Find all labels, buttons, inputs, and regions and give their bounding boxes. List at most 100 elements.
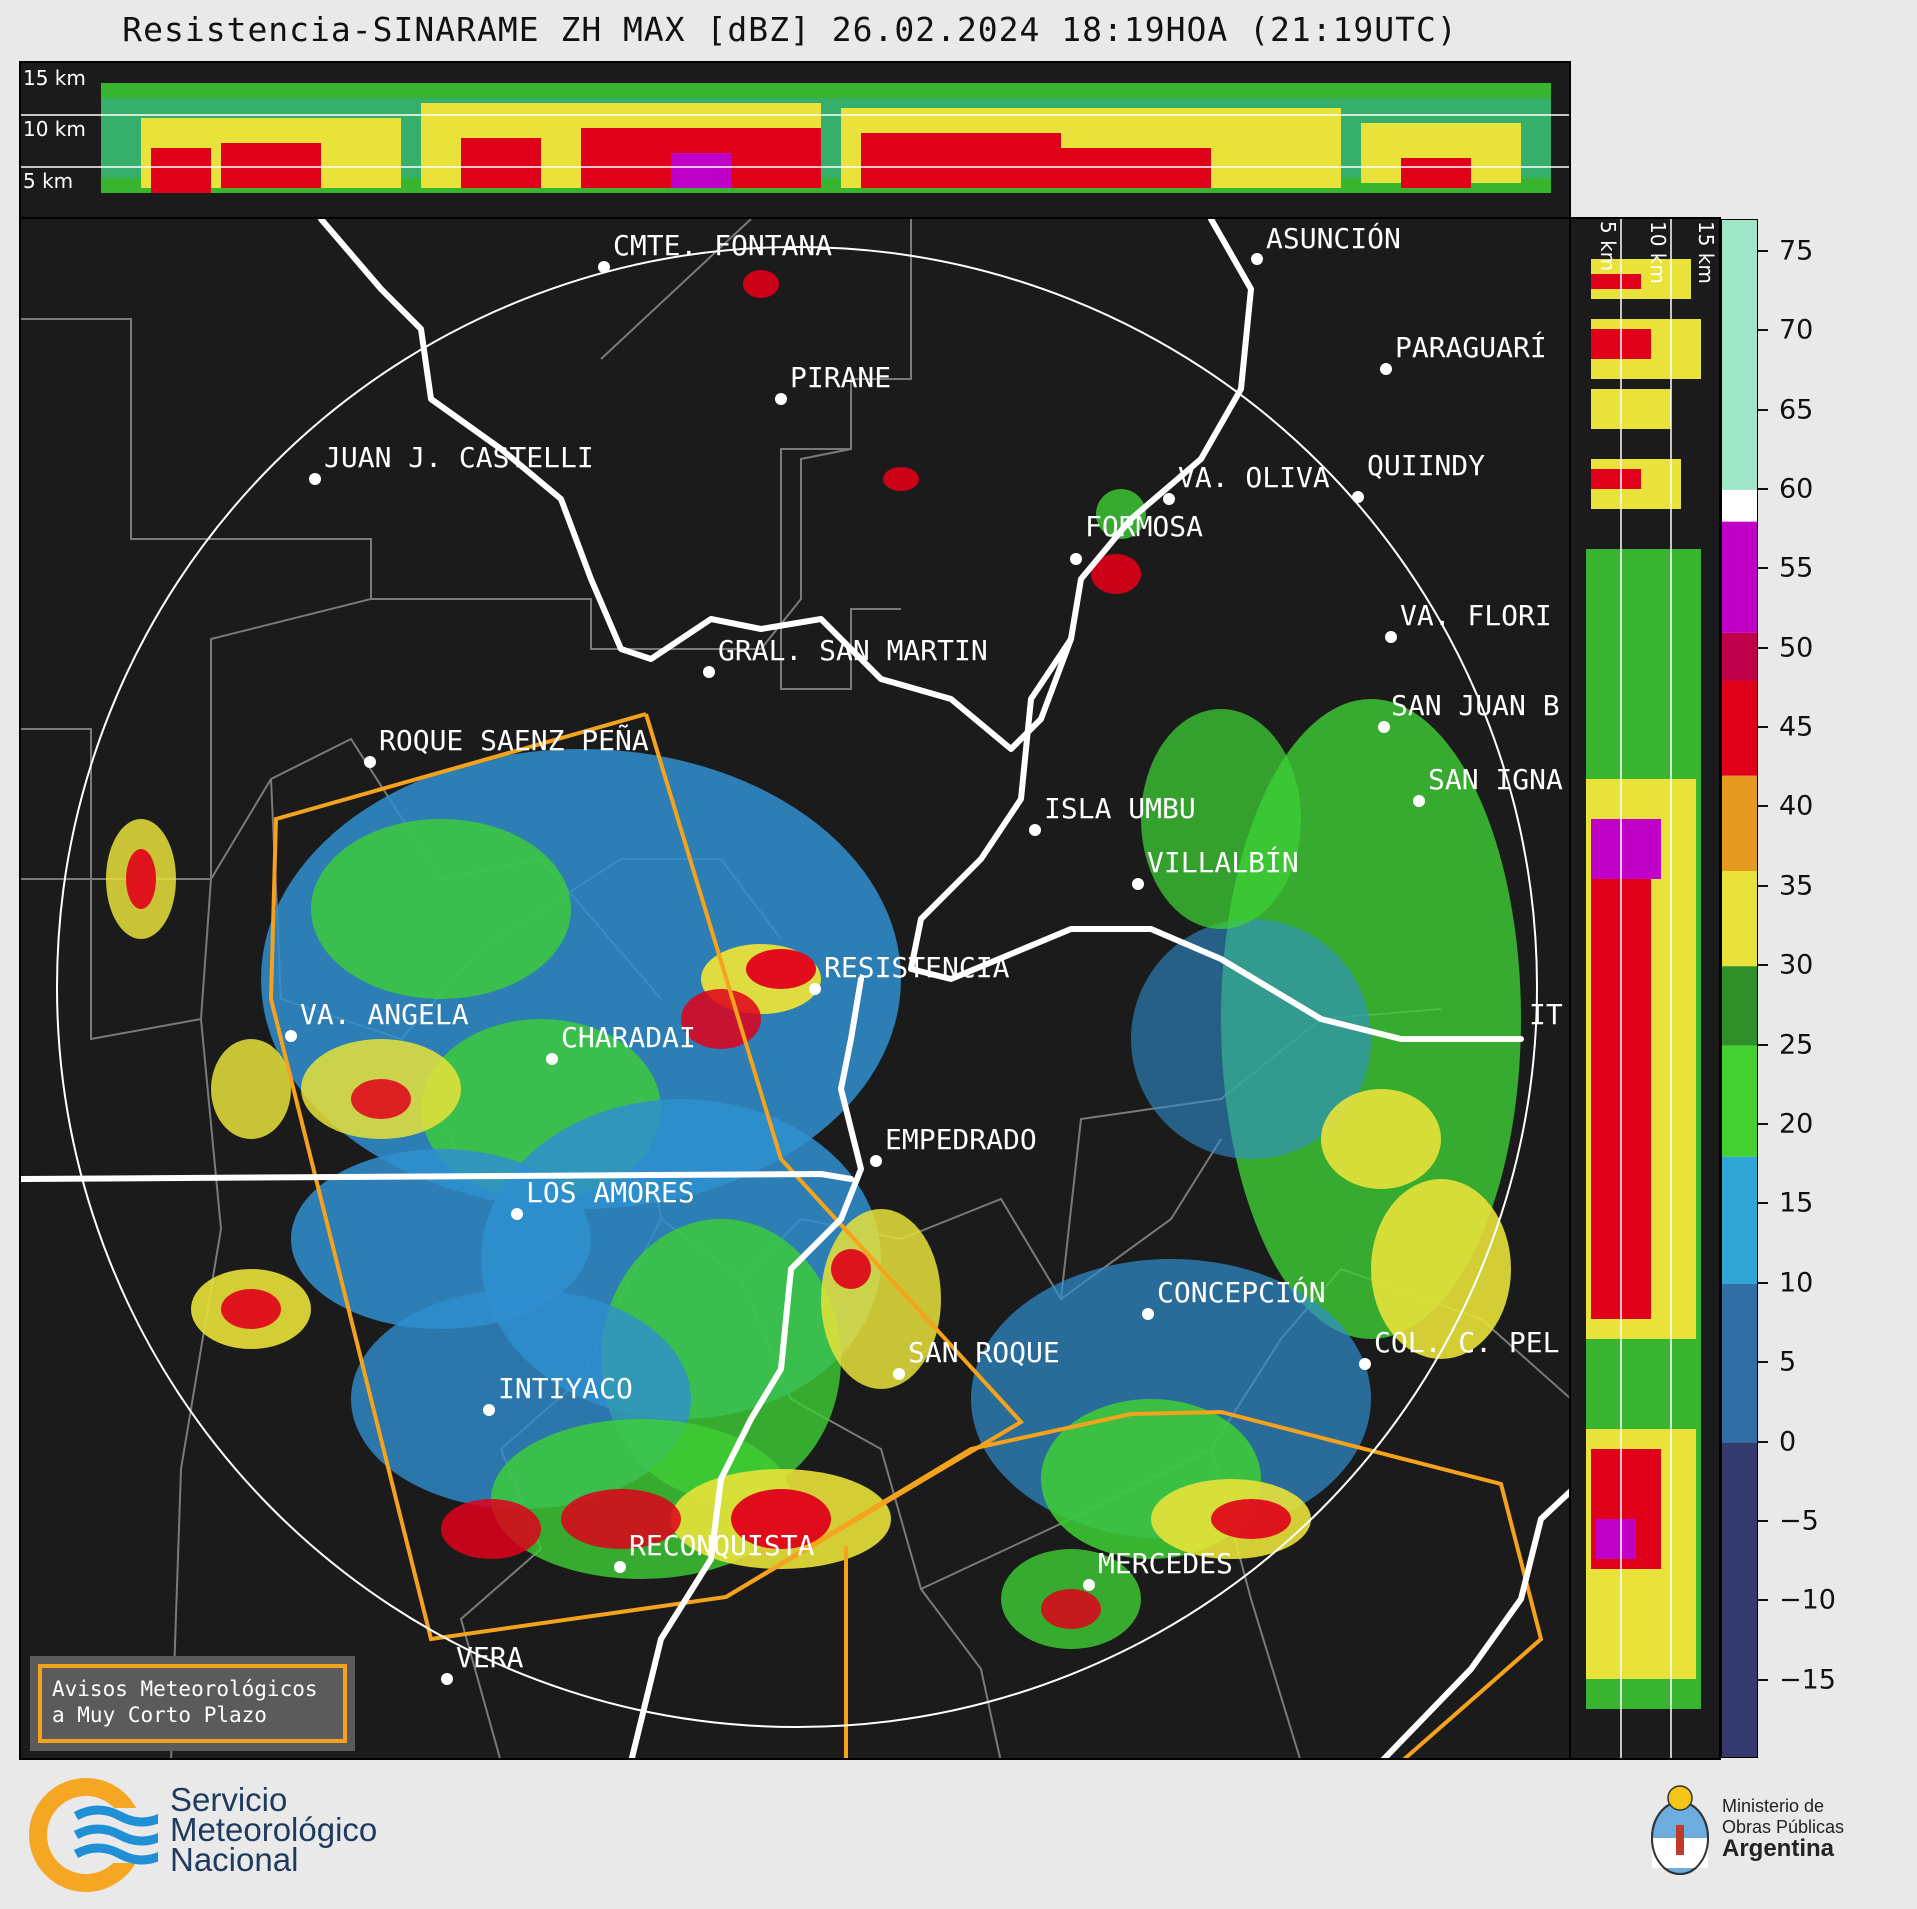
city-resistencia: RESISTENCIA	[824, 951, 1010, 984]
colorbar-tick-label: −10	[1779, 1584, 1836, 1616]
colorbar-tick-label: 20	[1779, 1108, 1814, 1140]
city-isla-umbu: ISLA UMBU	[1044, 792, 1196, 825]
colorbar-tick-mark	[1758, 249, 1768, 252]
colorbar-tick-label: 70	[1779, 314, 1814, 346]
warning-notice-frame: Avisos Meteorológicos a Muy Corto Plazo	[38, 1664, 347, 1743]
colorbar-tick-mark	[1758, 567, 1768, 570]
colorbar-band-0	[1722, 220, 1757, 490]
city-gral-san-martin: GRAL. SAN MARTIN	[718, 634, 988, 667]
colorbar-band-3	[1722, 632, 1757, 681]
warning-notice-line1: Avisos Meteorológicos	[52, 1677, 318, 1701]
vertical-echo-band	[1586, 259, 1701, 1709]
colorbar-tick-mark	[1758, 646, 1768, 649]
city-markers	[285, 253, 1425, 1685]
vertical-cross-section-svg: 5 km 10 km 15 km	[1586, 219, 1718, 1758]
colorbar-tick-label: 55	[1779, 552, 1814, 584]
altitude-label-10km: 10 km	[23, 117, 86, 141]
ministry-line3: Argentina	[1722, 1835, 1835, 1862]
city-roque-saenz-pena: ROQUE SAENZ PEÑA	[379, 723, 649, 757]
warning-notice-box: Avisos Meteorológicos a Muy Corto Plazo	[30, 1656, 355, 1751]
city-los-amores: LOS AMORES	[526, 1176, 695, 1209]
city-cmte-fontana: CMTE. FONTANA	[613, 229, 832, 262]
city-concepcion: CONCEPCIÓN	[1157, 1275, 1326, 1309]
colorbar-band-8	[1722, 1045, 1757, 1157]
smn-wordmark: Servicio Meteorológico Nacional	[170, 1781, 378, 1878]
altitude-label-15km: 15 km	[23, 66, 86, 90]
colorbar-band-4	[1722, 680, 1757, 776]
city-it: IT	[1529, 998, 1563, 1031]
colorbar-tick-mark	[1758, 1043, 1768, 1046]
colorbar-tick-label: 60	[1779, 473, 1814, 505]
colorbar-tick-mark	[1758, 408, 1768, 411]
city-empedrado: EMPEDRADO	[885, 1123, 1037, 1156]
vertical-cross-section-panel: 5 km 10 km 15 km	[1569, 217, 1721, 1760]
colorbar-tick-mark	[1758, 1123, 1768, 1126]
colorbar-tick-label: −5	[1779, 1505, 1819, 1537]
colorbar-band-6	[1722, 871, 1757, 967]
colorbar-tick-label: 25	[1779, 1029, 1814, 1061]
city-intiyaco: INTIYACO	[498, 1372, 633, 1405]
map-title: Resistencia-SINARAME ZH MAX [dBZ] 26.02.…	[122, 10, 1458, 49]
ministry-line1: Ministerio de	[1722, 1796, 1825, 1816]
dbz-colorbar-svg	[1722, 220, 1757, 1757]
city-villalbin: VILLALBÍN	[1147, 845, 1299, 879]
colorbar-tick-label: 50	[1779, 632, 1814, 664]
city-juan-j-castelli: JUAN J. CASTELLI	[324, 441, 594, 474]
colorbar-tick-mark	[1758, 1361, 1768, 1364]
horizontal-cross-section-panel: 15 km 10 km 5 km	[19, 61, 1571, 219]
colorbar-tick-mark	[1758, 1202, 1768, 1205]
city-san-igna: SAN IGNA	[1428, 763, 1563, 796]
colorbar-tick-mark	[1758, 329, 1768, 332]
city-mercedes: MERCEDES	[1098, 1547, 1233, 1580]
city-va-oliva: VA. OLIVA	[1178, 461, 1330, 494]
colorbar-band-9	[1722, 1156, 1757, 1284]
colorbar-tick-label: 0	[1779, 1426, 1797, 1458]
colorbar-tick-mark	[1758, 1520, 1768, 1522]
vertical-altitude-label-15km: 15 km	[1694, 221, 1718, 284]
warning-notice-line2: a Muy Corto Plazo	[52, 1703, 267, 1727]
city-quiindy: QUIINDY	[1367, 449, 1485, 482]
smn-line1: Servicio	[170, 1781, 288, 1818]
colorbar-band-5	[1722, 775, 1757, 872]
colorbar-tick-mark	[1758, 487, 1768, 490]
colorbar-band-2	[1722, 521, 1757, 633]
colorbar-tick-mark	[1758, 805, 1768, 808]
colorbar-tick-label: 5	[1779, 1346, 1797, 1378]
colorbar-tick-label: 40	[1779, 790, 1814, 822]
colorbar-tick-label: 10	[1779, 1267, 1814, 1299]
colorbar-tick-mark	[1758, 1599, 1768, 1602]
colorbar-tick-mark	[1758, 964, 1768, 967]
radar-echoes	[106, 270, 1521, 1649]
vertical-altitude-label-10km: 10 km	[1646, 221, 1670, 284]
smn-logo-icon	[29, 1778, 158, 1892]
colorbar-tick-label: −15	[1779, 1664, 1836, 1696]
ministry-line2: Obras Públicas	[1722, 1817, 1845, 1837]
colorbar-tick-label: 65	[1779, 394, 1814, 426]
colorbar-tick-label: 75	[1779, 235, 1814, 267]
dbz-colorbar	[1721, 219, 1758, 1758]
city-va-flori: VA. FLORI	[1400, 599, 1552, 632]
colorbar-tick-mark	[1758, 1678, 1768, 1681]
colorbar-tick-mark	[1758, 726, 1768, 729]
range-ring	[56, 246, 1538, 1728]
horizontal-echo-band	[101, 83, 1551, 193]
city-asuncion: ASUNCIÓN	[1266, 221, 1401, 255]
colorbar-tick-mark	[1758, 884, 1768, 887]
colorbar-band-10	[1722, 1283, 1757, 1443]
horizontal-cross-section-svg: 15 km 10 km 5 km	[21, 66, 1569, 193]
smn-line3: Nacional	[170, 1841, 299, 1878]
radar-map[interactable]: CMTE. FONTANA ASUNCIÓN PIRANE PARAGUARÍ …	[19, 217, 1571, 1760]
rivers	[21, 219, 1569, 1758]
city-vera: VERA	[456, 1641, 524, 1674]
colorbar-band-7	[1722, 966, 1757, 1046]
vertical-altitude-label-5km: 5 km	[1596, 221, 1620, 271]
city-pirane: PIRANE	[790, 361, 891, 394]
argentina-coat-of-arms-icon	[1651, 1785, 1709, 1875]
city-charadai: CHARADAI	[561, 1021, 696, 1054]
city-reconquista: RECONQUISTA	[629, 1529, 815, 1562]
city-san-juan-b: SAN JUAN B	[1391, 689, 1560, 722]
radar-map-svg: CMTE. FONTANA ASUNCIÓN PIRANE PARAGUARÍ …	[21, 219, 1569, 1758]
city-paraguari: PARAGUARÍ	[1395, 330, 1547, 364]
smn-line2: Meteorológico	[170, 1811, 378, 1848]
colorbar-tick-mark	[1758, 1440, 1768, 1443]
